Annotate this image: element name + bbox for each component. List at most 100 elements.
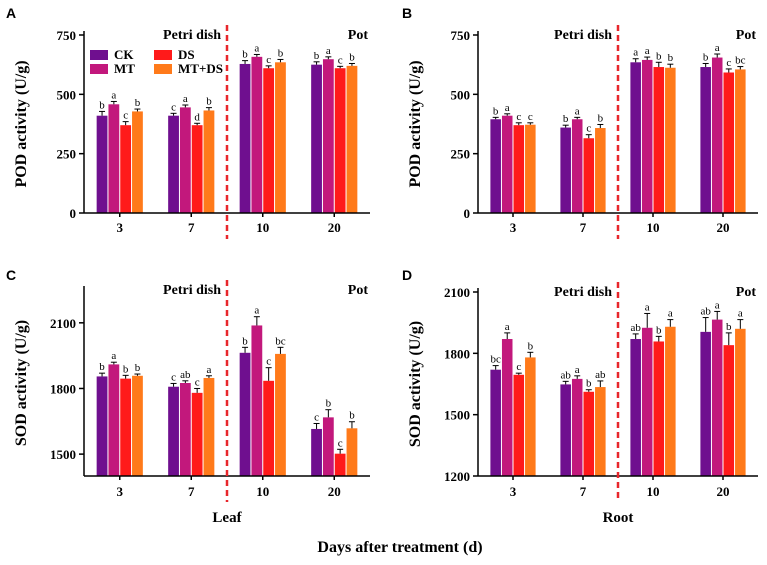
y-axis-label: SOD activity (U/g) — [407, 321, 424, 447]
panel-letter: C — [6, 267, 16, 283]
bar-ds-20 — [723, 345, 735, 476]
significance-letter: a — [505, 102, 510, 114]
bar-ck-7 — [560, 384, 571, 476]
bar-ds-10 — [263, 380, 275, 476]
x-tick-label: 7 — [580, 220, 587, 235]
significance-letter: d — [194, 111, 200, 123]
significance-letter: bc — [275, 335, 286, 347]
bar-mt-ds-7 — [203, 377, 215, 476]
y-tick-label: 1500 — [444, 408, 470, 423]
bar-mt-20 — [322, 417, 334, 476]
y-tick-label: 250 — [57, 147, 77, 162]
bar-ck-20 — [311, 428, 322, 476]
y-tick-label: 750 — [57, 28, 77, 43]
figure-x-axis-label: Days after treatment (d) — [317, 539, 482, 556]
significance-letter: c — [338, 54, 343, 66]
section-label-pot: Pot — [736, 285, 757, 300]
bar-mt-10 — [251, 56, 263, 213]
significance-letter: b — [586, 378, 592, 390]
bar-ck-20 — [700, 67, 711, 213]
significance-letter: a — [715, 299, 720, 311]
bar-mt-ds-3 — [525, 124, 536, 213]
significance-letter: a — [738, 308, 743, 320]
significance-letter: a — [575, 105, 580, 117]
significance-letter: ab — [180, 369, 191, 381]
bar-mt-7 — [571, 119, 583, 213]
bar-ds-7 — [583, 391, 595, 476]
significance-letter: b — [206, 96, 212, 108]
bar-ds-3 — [120, 125, 132, 213]
significance-letter: c — [123, 110, 128, 122]
bar-ck-10 — [239, 63, 251, 213]
significance-letter: a — [633, 47, 638, 59]
section-label-pot: Pot — [736, 28, 757, 43]
significance-letter: c — [726, 57, 731, 69]
bar-ck-3 — [490, 369, 501, 476]
significance-letter: a — [254, 305, 259, 317]
significance-letter: c — [171, 371, 176, 383]
y-tick-label: 750 — [451, 28, 471, 43]
bar-mt-ds-20 — [346, 428, 358, 476]
bar-ck-7 — [168, 386, 179, 476]
bar-mt-ds-20 — [735, 69, 746, 213]
legend-swatch-ck — [90, 50, 108, 60]
bar-ds-7 — [191, 392, 203, 476]
significance-letter: ab — [630, 322, 641, 334]
bar-ds-20 — [723, 72, 735, 214]
significance-letter: b — [349, 410, 355, 422]
x-tick-label: 3 — [510, 220, 517, 235]
bar-mt-ds-20 — [735, 328, 746, 476]
bar-mt-ds-7 — [203, 110, 215, 213]
significance-letter: c — [586, 123, 591, 135]
bar-mt-10 — [251, 325, 263, 476]
bar-ds-7 — [191, 125, 203, 213]
significance-letter: a — [505, 321, 510, 333]
significance-letter: b — [598, 112, 604, 124]
bar-ds-10 — [653, 67, 665, 213]
bar-mt-ds-3 — [132, 375, 143, 476]
significance-letter: b — [726, 321, 732, 333]
bar-ds-3 — [513, 125, 525, 213]
y-tick-label: 0 — [70, 206, 77, 221]
x-tick-label: 7 — [580, 484, 587, 499]
bar-mt-20 — [711, 57, 723, 214]
significance-letter: b — [278, 47, 284, 59]
section-label-petri-dish: Petri dish — [554, 28, 612, 43]
bar-mt-20 — [711, 319, 723, 476]
bar-ck-3 — [96, 115, 108, 213]
section-label-pot: Pot — [348, 283, 369, 298]
bar-mt-7 — [179, 383, 191, 476]
y-tick-label: 2100 — [444, 285, 470, 300]
y-tick-label: 2100 — [50, 316, 76, 331]
significance-letter: b — [528, 340, 534, 352]
x-tick-label: 10 — [256, 220, 269, 235]
bar-ds-3 — [513, 374, 525, 476]
x-tick-label: 7 — [188, 220, 195, 235]
section-label-petri-dish: Petri dish — [163, 283, 221, 298]
y-axis-label: SOD activity (U/g) — [13, 320, 30, 446]
significance-letter: c — [516, 111, 521, 123]
significance-letter: a — [645, 301, 650, 313]
significance-letter: a — [111, 350, 116, 362]
bar-mt-7 — [571, 378, 583, 476]
significance-letter: a — [645, 45, 650, 57]
bar-ds-10 — [263, 68, 275, 213]
bar-mt-ds-3 — [525, 357, 536, 476]
y-tick-label: 1500 — [50, 447, 76, 462]
panel-letter: A — [6, 5, 16, 21]
x-tick-label: 3 — [117, 220, 124, 235]
bar-ds-20 — [334, 68, 346, 213]
bar-mt-ds-10 — [665, 326, 676, 476]
significance-letter: b — [668, 52, 674, 64]
legend-label: MT+DS — [178, 61, 223, 76]
bar-mt-ds-10 — [275, 353, 286, 476]
bar-ds-3 — [120, 378, 132, 476]
significance-letter: a — [326, 45, 331, 57]
legend-label: MT — [114, 61, 135, 76]
significance-letter: b — [703, 51, 709, 63]
significance-letter: b — [493, 105, 499, 117]
